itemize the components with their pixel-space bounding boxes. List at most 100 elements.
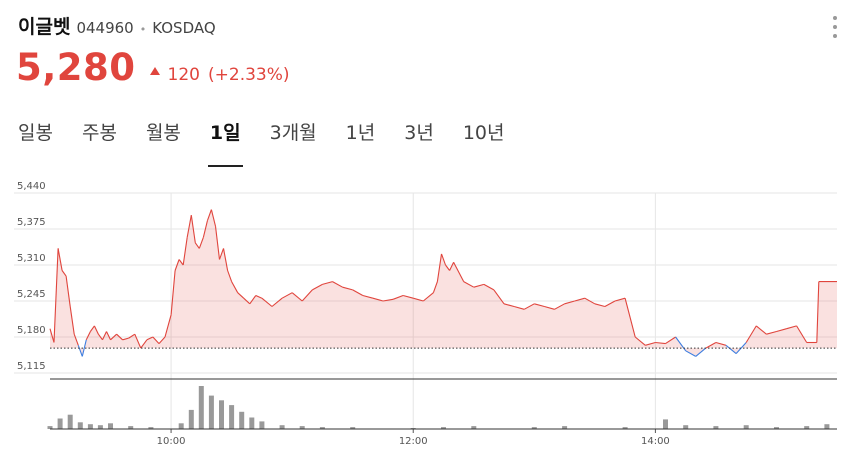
y-tick-label: 5,310 [17, 253, 46, 264]
tab-1day[interactable]: 1일 [207, 118, 243, 167]
price-line-segment [493, 289, 505, 305]
tab-10years[interactable]: 10년 [462, 122, 505, 144]
price-line-segment [503, 303, 515, 308]
price-line-segment [352, 289, 364, 296]
price-line-segment [544, 305, 555, 310]
price-line-segment [685, 350, 696, 357]
price-line-segment [186, 215, 192, 238]
price-line-segment [755, 325, 767, 335]
price-line-segment [332, 281, 343, 288]
price-line-segment [402, 294, 414, 299]
price-line-segment [53, 248, 59, 343]
y-tick-label: 5,440 [17, 181, 46, 192]
price-line-segment [453, 261, 465, 282]
price-line-segment [206, 209, 212, 221]
period-tabs: 일봉 주봉 월봉 1일 3개월 1년 3년 10년 [18, 118, 534, 167]
volume-bar [259, 421, 265, 429]
price-line-segment [102, 331, 107, 341]
price-line-segment [140, 339, 148, 349]
price-line-segment [445, 264, 451, 271]
price-line-segment [655, 341, 666, 345]
volume-bar [208, 395, 214, 429]
price-line-segment [312, 283, 323, 291]
volume-bar [622, 427, 628, 429]
stock-header: 이글벳 044960 • KOSDAQ [18, 12, 216, 39]
volume-bar [97, 425, 103, 429]
more-options-icon[interactable] [830, 16, 840, 38]
price-line-segment [695, 347, 707, 357]
up-arrow-icon [149, 67, 160, 75]
tab-monthly[interactable]: 월봉 [145, 122, 181, 144]
price-line-segment [291, 292, 303, 302]
y-tick-label: 5,180 [17, 325, 46, 336]
y-tick-label: 5,245 [17, 289, 46, 300]
volume-bar [471, 426, 477, 429]
price-line-segment [281, 292, 293, 299]
market-name: KOSDAQ [152, 19, 216, 37]
volume-bar [219, 400, 224, 429]
price-line-segment [483, 283, 495, 291]
price-line-segment [372, 297, 384, 302]
volume-bar [531, 427, 537, 429]
price-line-segment [564, 300, 575, 305]
price-line-segment [436, 253, 443, 282]
x-tick-label: 10:00 [157, 436, 186, 447]
price-line-segment [93, 325, 99, 335]
price-line-segment [190, 215, 196, 243]
tab-daily[interactable]: 일봉 [18, 122, 53, 144]
price-line-segment [725, 344, 737, 355]
price-line-segment [554, 303, 565, 310]
price-line-segment [766, 330, 777, 335]
y-tick-label: 5,375 [17, 217, 46, 228]
price-line-segment [182, 237, 188, 266]
price-line-segment [584, 297, 596, 305]
volume-bar [249, 417, 255, 429]
price-line-segment [796, 325, 808, 343]
volume-bar [47, 426, 53, 429]
tab-weekly[interactable]: 주봉 [81, 122, 117, 144]
price-line-segment [128, 333, 136, 339]
price-line-segment [222, 248, 229, 271]
x-tick-label: 14:00 [641, 436, 670, 447]
volume-bar [128, 426, 134, 429]
volume-bar [239, 411, 245, 429]
price-area [50, 209, 837, 357]
price-line-segment [170, 270, 176, 315]
price-line-segment [816, 281, 820, 343]
price-line-segment [152, 336, 160, 344]
price-line-segment [614, 297, 626, 302]
price-chart[interactable]: 5,440 5,375 5,310 5,245 5,180 5,115 10:00 12:00… [0, 180, 854, 457]
price-line-segment [198, 237, 204, 249]
price-line-segment [214, 226, 221, 260]
price-line-segment [110, 333, 117, 341]
price-line-segment [178, 259, 184, 266]
y-tick-label: 5,115 [17, 361, 46, 372]
volume-bar [77, 422, 83, 429]
tab-3months[interactable]: 3개월 [269, 122, 317, 144]
price-line-segment [382, 298, 394, 302]
volume-bar [319, 427, 325, 429]
price-line-segment [440, 253, 447, 266]
price-line-segment [422, 292, 434, 302]
price-line-segment [634, 336, 646, 346]
price-line-segment [594, 303, 606, 308]
price-line-segment [65, 276, 71, 307]
price-line-segment [231, 281, 239, 293]
price-line-segment [534, 303, 545, 308]
volume-bar [804, 426, 810, 429]
volume-bar [663, 419, 668, 429]
volume-bar [562, 426, 568, 429]
tab-1year[interactable]: 1년 [345, 122, 376, 144]
price-line-segment [164, 314, 172, 338]
price-line-segment [249, 295, 257, 305]
price-line-segment [449, 261, 455, 271]
price-line-segment [146, 336, 154, 341]
price-change-percent: (+2.33%) [208, 65, 290, 85]
volume-bar [57, 418, 63, 429]
price-line-segment [624, 298, 636, 338]
price-line-segment [85, 331, 91, 341]
price-line-segment [342, 286, 353, 291]
price-line-segment [604, 300, 616, 307]
tab-3years[interactable]: 3년 [404, 122, 434, 144]
volume-bar [148, 427, 154, 429]
